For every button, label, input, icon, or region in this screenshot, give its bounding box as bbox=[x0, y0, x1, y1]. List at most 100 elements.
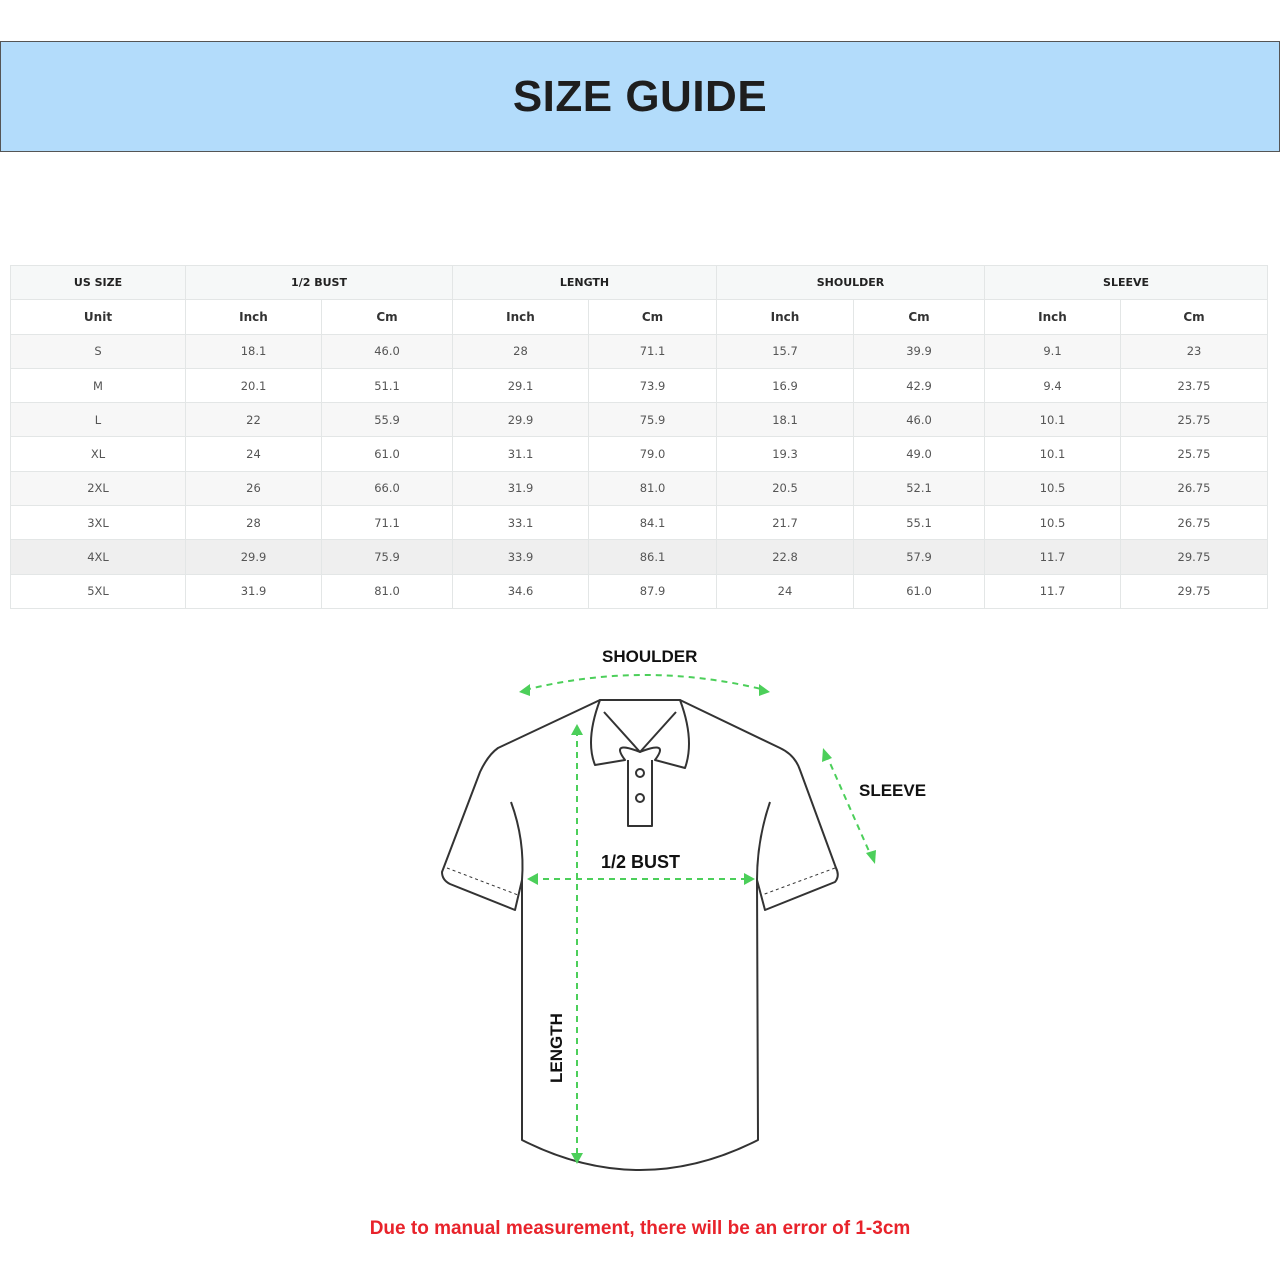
table-cell: 15.7 bbox=[716, 333, 854, 369]
unit-header-5: Inch bbox=[716, 299, 854, 335]
table-cell: 28 bbox=[452, 333, 589, 369]
header-bust: 1/2 BUST bbox=[185, 264, 453, 301]
table-cell: 25.75 bbox=[1120, 436, 1269, 472]
sleeve-label: SLEEVE bbox=[859, 781, 927, 800]
size-cell: 4XL bbox=[10, 539, 186, 575]
measurement-arrows bbox=[524, 674, 873, 1158]
table-row: XL 24 61.0 31.1 79.0 19.3 49.0 10.1 25.75 bbox=[10, 436, 1269, 472]
table-cell: 25.75 bbox=[1120, 402, 1269, 438]
table-cell: 57.9 bbox=[852, 539, 986, 575]
table-cell: 24 bbox=[185, 436, 322, 472]
table-cell: 75.9 bbox=[321, 539, 453, 575]
table-row: S 18.1 46.0 28 71.1 15.7 39.9 9.1 23 bbox=[10, 333, 1269, 369]
table-cell: 79.0 bbox=[588, 436, 717, 472]
table-cell: 33.9 bbox=[452, 539, 589, 575]
table-cell: 61.0 bbox=[852, 573, 986, 609]
table-cell: 19.3 bbox=[716, 436, 854, 472]
table-cell: 24 bbox=[716, 573, 854, 609]
table-cell: 22.8 bbox=[716, 539, 854, 575]
page-title: SIZE GUIDE bbox=[512, 71, 768, 121]
size-cell: 3XL bbox=[10, 505, 186, 541]
unit-header-row: Unit Inch Cm Inch Cm Inch Cm Inch Cm bbox=[10, 299, 1269, 335]
table-cell: 66.0 bbox=[321, 470, 453, 507]
table-cell: 23.75 bbox=[1120, 367, 1269, 404]
table-cell: 29.75 bbox=[1120, 573, 1269, 609]
table-cell: 18.1 bbox=[185, 333, 322, 369]
size-cell: XL bbox=[10, 436, 186, 472]
table-cell: 20.5 bbox=[716, 470, 854, 507]
table-cell: 31.1 bbox=[452, 436, 589, 472]
polo-shirt-illustration bbox=[441, 674, 876, 1171]
size-cell: L bbox=[10, 402, 186, 438]
table-cell: 29.9 bbox=[185, 539, 322, 575]
sleeve-arrow bbox=[825, 753, 873, 859]
table-cell: 16.9 bbox=[716, 367, 854, 404]
table-cell: 42.9 bbox=[852, 367, 986, 404]
table-cell: 11.7 bbox=[984, 539, 1122, 575]
unit-header-2: Cm bbox=[321, 299, 453, 335]
table-cell: 71.1 bbox=[588, 333, 717, 369]
header-length: LENGTH bbox=[452, 264, 717, 301]
table-cell: 84.1 bbox=[588, 505, 717, 541]
table-cell: 23 bbox=[1120, 333, 1269, 369]
table-cell: 33.1 bbox=[452, 505, 589, 541]
table-cell: 10.5 bbox=[984, 470, 1122, 507]
table-row: L 22 55.9 29.9 75.9 18.1 46.0 10.1 25.75 bbox=[10, 402, 1269, 438]
table-cell: 71.1 bbox=[321, 505, 453, 541]
header-us-size: US SIZE bbox=[10, 264, 186, 301]
table-cell: 9.1 bbox=[984, 333, 1122, 369]
shoulder-arrow bbox=[524, 674, 766, 691]
table-cell: 46.0 bbox=[852, 402, 986, 438]
table-cell: 10.5 bbox=[984, 505, 1122, 541]
table-cell: 31.9 bbox=[452, 470, 589, 507]
size-cell: 2XL bbox=[10, 470, 186, 507]
table-cell: 87.9 bbox=[588, 573, 717, 609]
table-cell: 61.0 bbox=[321, 436, 453, 472]
table-cell: 55.9 bbox=[321, 402, 453, 438]
table-cell: 34.6 bbox=[452, 573, 589, 609]
unit-header-6: Cm bbox=[852, 299, 986, 335]
table-cell: 81.0 bbox=[321, 573, 453, 609]
shirt-diagram: SHOULDER SLEEVE 1/2 BUST LENGTH bbox=[0, 620, 1280, 1200]
table-cell: 81.0 bbox=[588, 470, 717, 507]
size-cell: S bbox=[10, 333, 186, 369]
table-row: 5XL 31.9 81.0 34.6 87.9 24 61.0 11.7 29.75 bbox=[10, 573, 1269, 609]
header-banner: SIZE GUIDE bbox=[0, 41, 1280, 152]
table-cell: 9.4 bbox=[984, 367, 1122, 404]
table-cell: 18.1 bbox=[716, 402, 854, 438]
table-cell: 26.75 bbox=[1120, 505, 1269, 541]
unit-header-8: Cm bbox=[1120, 299, 1269, 335]
table-cell: 52.1 bbox=[852, 470, 986, 507]
length-label: LENGTH bbox=[547, 1013, 566, 1083]
table-cell: 22 bbox=[185, 402, 322, 438]
table-cell: 20.1 bbox=[185, 367, 322, 404]
table-row: M 20.1 51.1 29.1 73.9 16.9 42.9 9.4 23.75 bbox=[10, 367, 1269, 404]
table-row: 3XL 28 71.1 33.1 84.1 21.7 55.1 10.5 26.75 bbox=[10, 505, 1269, 541]
table-cell: 28 bbox=[185, 505, 322, 541]
table-cell: 75.9 bbox=[588, 402, 717, 438]
table-cell: 39.9 bbox=[852, 333, 986, 369]
size-table: US SIZE 1/2 BUST LENGTH SHOULDER SLEEVE … bbox=[10, 264, 1269, 609]
table-row: 2XL 26 66.0 31.9 81.0 20.5 52.1 10.5 26.75 bbox=[10, 470, 1269, 507]
header-shoulder: SHOULDER bbox=[715, 264, 986, 301]
table-cell: 51.1 bbox=[321, 367, 453, 404]
unit-header-0: Unit bbox=[10, 299, 186, 335]
bust-label: 1/2 BUST bbox=[601, 852, 681, 872]
header-sleeve: SLEEVE bbox=[984, 264, 1269, 301]
unit-header-4: Cm bbox=[588, 299, 717, 335]
table-cell: 31.9 bbox=[185, 573, 322, 609]
size-cell: M bbox=[10, 367, 186, 404]
shirt-body bbox=[441, 699, 839, 1171]
measurement-note: Due to manual measurement, there will be… bbox=[369, 1218, 911, 1239]
unit-header-3: Inch bbox=[452, 299, 589, 335]
shoulder-label: SHOULDER bbox=[602, 647, 698, 666]
table-cell: 10.1 bbox=[984, 402, 1122, 438]
table-cell: 10.1 bbox=[984, 436, 1122, 472]
table-cell: 29.1 bbox=[452, 367, 589, 404]
table-cell: 21.7 bbox=[716, 505, 854, 541]
table-cell: 26 bbox=[185, 470, 322, 507]
size-cell: 5XL bbox=[10, 573, 186, 609]
table-cell: 26.75 bbox=[1120, 470, 1269, 507]
table-cell: 29.75 bbox=[1120, 539, 1269, 575]
table-cell: 29.9 bbox=[452, 402, 589, 438]
